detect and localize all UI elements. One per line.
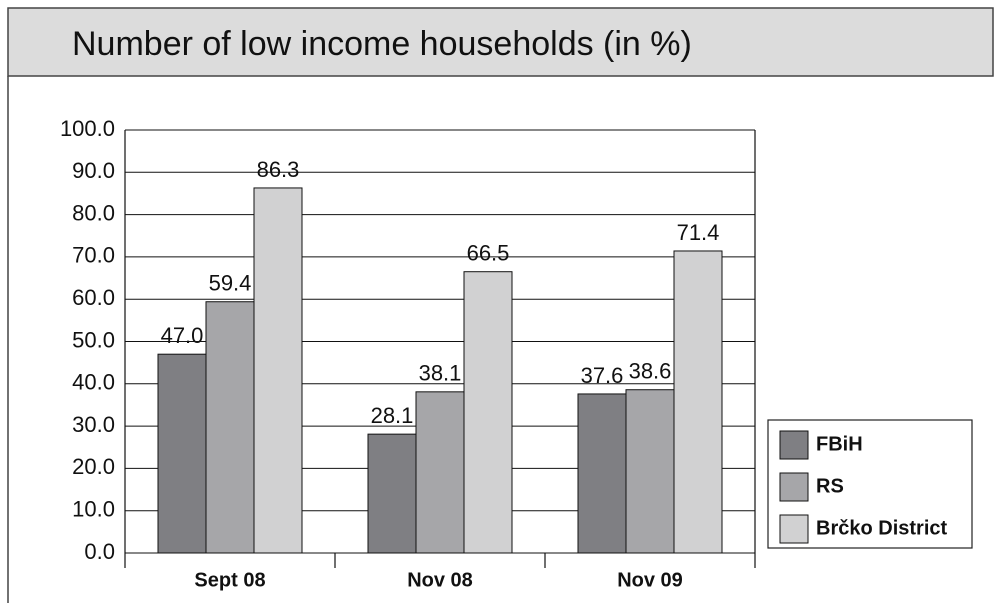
bar: [415, 391, 465, 554]
y-tick-label: 40.0: [72, 370, 115, 395]
data-label: 66.5: [467, 241, 510, 266]
title-band: [7, 7, 994, 77]
legend-label: FBiH: [816, 433, 863, 455]
y-tick-label: 10.0: [72, 497, 115, 522]
y-tick-label: 0.0: [84, 539, 115, 564]
bar: [463, 271, 513, 554]
bar: [205, 301, 255, 554]
bar: [367, 433, 417, 554]
y-tick-label: 20.0: [72, 454, 115, 479]
y-tick-label: 60.0: [72, 285, 115, 310]
chart-title: Number of low income households (in %): [72, 25, 692, 63]
data-label: 38.6: [629, 359, 672, 384]
data-label: 28.1: [371, 403, 414, 428]
data-label: 86.3: [257, 157, 300, 182]
bar: [673, 250, 723, 554]
y-tick-label: 30.0: [72, 412, 115, 437]
bar: [157, 353, 207, 554]
x-tick-label: Sept 08: [194, 569, 265, 591]
data-label: 37.6: [581, 363, 624, 388]
legend-swatch: [779, 430, 809, 460]
y-tick-label: 50.0: [72, 327, 115, 352]
x-tick-label: Nov 08: [407, 569, 473, 591]
data-label: 38.1: [419, 361, 462, 386]
legend-swatch: [779, 514, 809, 544]
bar: [577, 393, 627, 554]
y-tick-label: 100.0: [60, 116, 115, 141]
y-tick-label: 80.0: [72, 200, 115, 225]
legend-swatch: [779, 472, 809, 502]
x-tick-label: Nov 09: [617, 569, 683, 591]
y-tick-label: 70.0: [72, 243, 115, 268]
legend-label: RS: [816, 475, 844, 497]
bar: [625, 389, 675, 554]
y-tick-label: 90.0: [72, 158, 115, 183]
bar: [253, 187, 303, 554]
data-label: 71.4: [677, 220, 720, 245]
data-label: 47.0: [161, 323, 204, 348]
legend-label: Brčko District: [816, 517, 947, 539]
data-label: 59.4: [209, 271, 252, 296]
